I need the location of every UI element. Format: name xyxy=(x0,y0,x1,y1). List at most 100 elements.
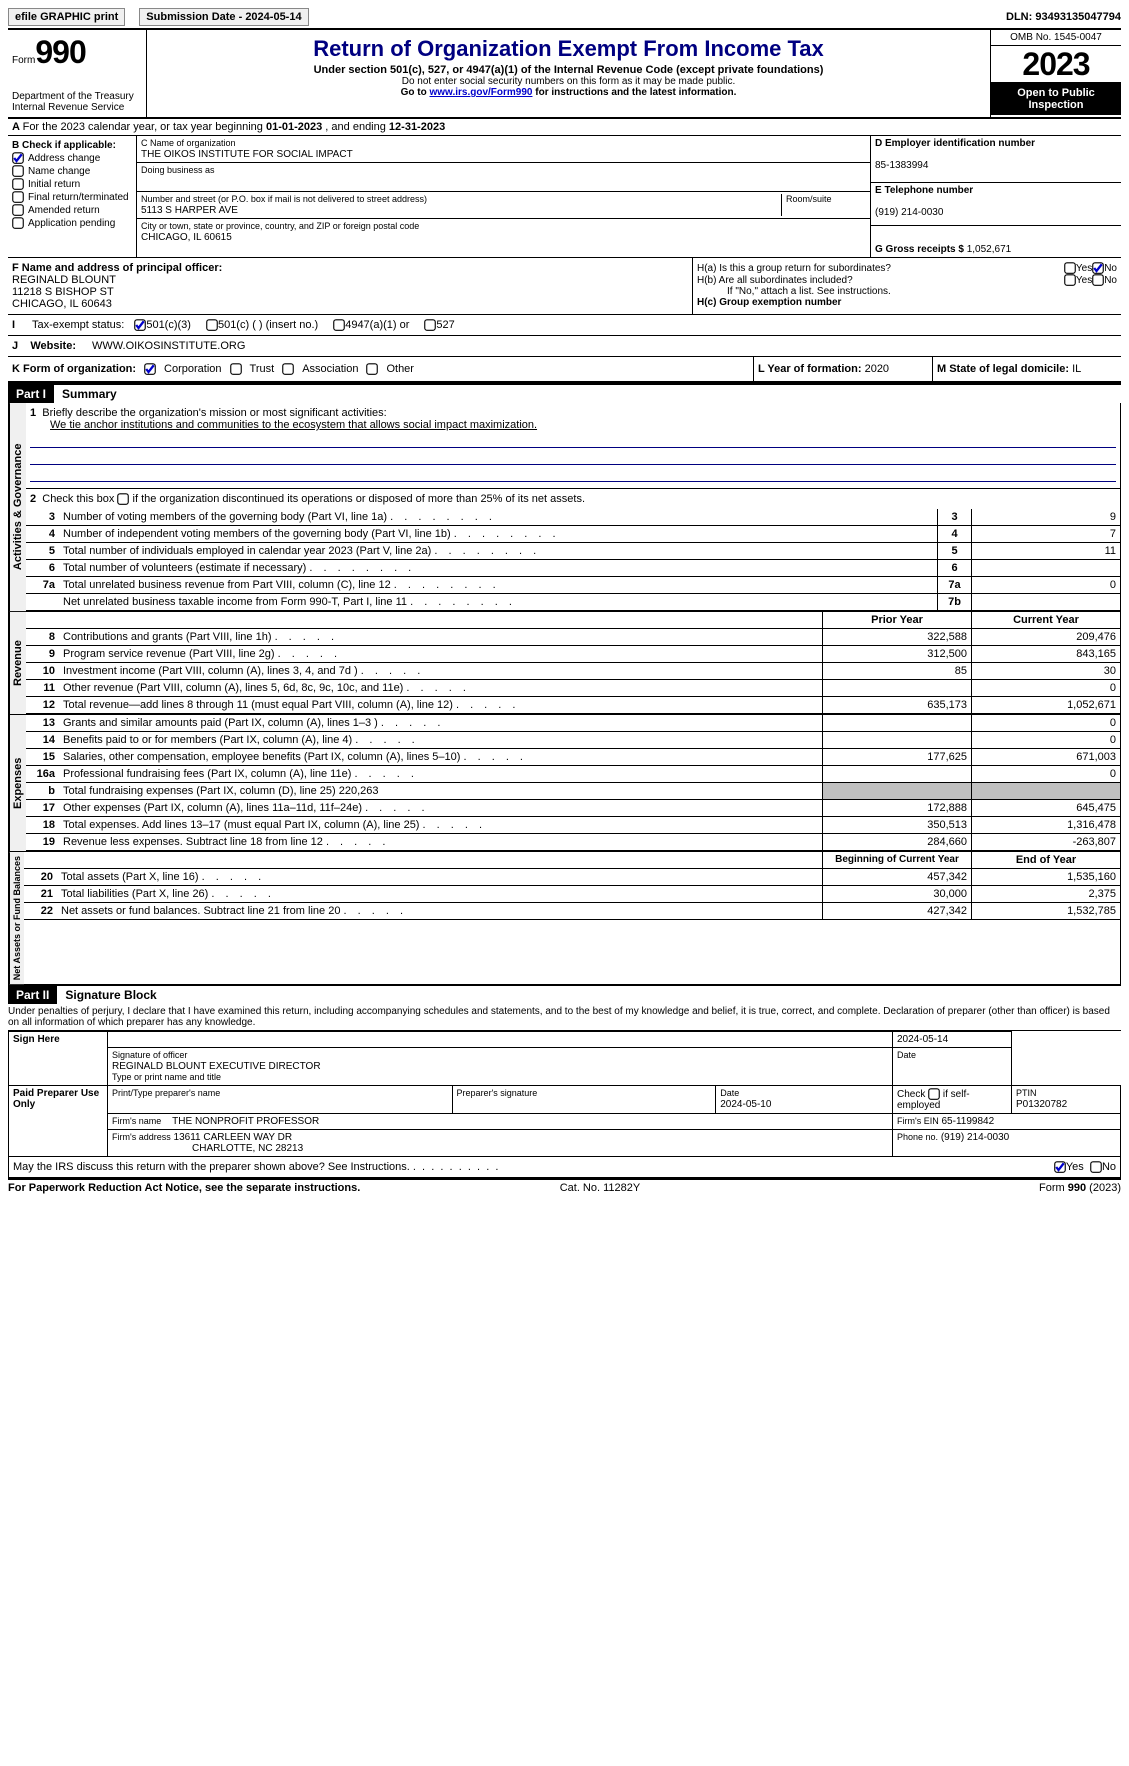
page-footer: For Paperwork Reduction Act Notice, see … xyxy=(8,1178,1121,1194)
sig-officer-label: Signature of officer xyxy=(112,1050,187,1060)
phone-label: E Telephone number xyxy=(875,185,973,196)
cat-no: Cat. No. 11282Y xyxy=(560,1182,641,1194)
subordinates-label: H(b) Are all subordinates included? xyxy=(697,275,1064,286)
firm-name: THE NONPROFIT PROFESSOR xyxy=(172,1116,319,1127)
hb-no-checkbox[interactable] xyxy=(1092,274,1104,286)
form-of-org: K Form of organization: Corporation Trus… xyxy=(8,357,753,381)
data-row: 17Other expenses (Part IX, column (A), l… xyxy=(26,800,1120,817)
discuss-row: May the IRS discuss this return with the… xyxy=(8,1157,1121,1178)
room-label: Room/suite xyxy=(786,194,832,204)
trust-checkbox[interactable] xyxy=(230,363,242,375)
data-row: 10Investment income (Part VIII, column (… xyxy=(26,663,1120,680)
part2-header: Part II Signature Block xyxy=(8,986,1121,1004)
city-state-zip: CHICAGO, IL 60615 xyxy=(141,232,232,243)
org-name: THE OIKOS INSTITUTE FOR SOCIAL IMPACT xyxy=(141,149,353,160)
gov-row: 5Total number of individuals employed in… xyxy=(26,543,1120,560)
gov-row: 6Total number of volunteers (estimate if… xyxy=(26,560,1120,577)
goto-post: for instructions and the latest informat… xyxy=(532,87,736,98)
discuss-yes-checkbox[interactable] xyxy=(1054,1161,1066,1173)
officer-addr2: CHICAGO, IL 60643 xyxy=(12,298,688,310)
firm-ein: 65-1199842 xyxy=(942,1116,995,1127)
501c3-checkbox[interactable] xyxy=(134,319,146,331)
check-applicable: B Check if applicable: Address changeNam… xyxy=(8,136,137,257)
prep-phone-label: Phone no. xyxy=(897,1132,938,1142)
expenses-table: 13Grants and similar amounts paid (Part … xyxy=(26,715,1120,851)
corp-checkbox[interactable] xyxy=(144,363,156,375)
check-name-change[interactable]: Name change xyxy=(12,165,132,177)
tax-exempt-row: I Tax-exempt status: 501(c)(3) 501(c) ( … xyxy=(8,315,1121,336)
phone: (919) 214-0030 xyxy=(875,207,943,218)
prep-date-label: Date xyxy=(720,1088,739,1098)
data-row: 8Contributions and grants (Part VIII, li… xyxy=(26,629,1120,646)
form-title: Return of Organization Exempt From Incom… xyxy=(155,36,982,62)
ha-yes-checkbox[interactable] xyxy=(1064,262,1076,274)
check-initial-return[interactable]: Initial return xyxy=(12,178,132,190)
prep-phone: (919) 214-0030 xyxy=(941,1132,1009,1143)
gov-row: Net unrelated business taxable income fr… xyxy=(26,594,1120,611)
officer-signature: REGINALD BLOUNT EXECUTIVE DIRECTOR xyxy=(112,1061,321,1072)
form990-link[interactable]: www.irs.gov/Form990 xyxy=(429,87,532,98)
gross-receipts-label: G Gross receipts $ xyxy=(875,244,964,255)
tax-exempt-label: Tax-exempt status: xyxy=(32,319,124,331)
org-name-label: C Name of organization xyxy=(141,138,236,148)
city-label: City or town, state or province, country… xyxy=(141,221,419,231)
vlabel-revenue: Revenue xyxy=(9,612,26,714)
goto-pre: Go to xyxy=(401,87,430,98)
data-row: 16aProfessional fundraising fees (Part I… xyxy=(26,766,1120,783)
vlabel-expenses: Expenses xyxy=(9,715,26,851)
4947-checkbox[interactable] xyxy=(333,319,345,331)
prep-sig-label: Preparer's signature xyxy=(457,1088,538,1098)
form-header: Form990 Department of the Treasury Inter… xyxy=(8,30,1121,119)
paid-preparer-label: Paid Preparer Use Only xyxy=(9,1086,108,1157)
part1-header: Part I Summary xyxy=(8,383,1121,403)
type-name-label: Type or print name and title xyxy=(112,1072,221,1082)
vlabel-netassets: Net Assets or Fund Balances xyxy=(9,852,24,984)
check-address-change[interactable]: Address change xyxy=(12,152,132,164)
group-exemption-label: H(c) Group exemption number xyxy=(697,297,1117,308)
data-row: 21Total liabilities (Part X, line 26) . … xyxy=(24,886,1120,903)
officer-group-block: F Name and address of principal officer:… xyxy=(8,258,1121,315)
hb-yes-checkbox[interactable] xyxy=(1064,274,1076,286)
revenue-table: Prior Year Current Year 8Contributions a… xyxy=(26,612,1120,714)
527-checkbox[interactable] xyxy=(424,319,436,331)
data-row: 22Net assets or fund balances. Subtract … xyxy=(24,903,1120,920)
prep-name-label: Print/Type preparer's name xyxy=(112,1088,220,1098)
self-employed: Check if self-employed xyxy=(897,1089,970,1111)
data-row: 15Salaries, other compensation, employee… xyxy=(26,749,1120,766)
check-application-pending[interactable]: Application pending xyxy=(12,217,132,229)
dept-treasury: Department of the Treasury Internal Reve… xyxy=(12,91,142,113)
gov-row: 3Number of voting members of the governi… xyxy=(26,509,1120,526)
officer-label: F Name and address of principal officer: xyxy=(12,262,688,274)
ein-label: D Employer identification number xyxy=(875,138,1035,149)
mission-label: Briefly describe the organization's miss… xyxy=(42,407,386,419)
street-address: 5113 S HARPER AVE xyxy=(141,205,238,216)
gross-receipts: 1,052,671 xyxy=(967,244,1012,255)
data-row: 9Program service revenue (Part VIII, lin… xyxy=(26,646,1120,663)
self-emp-checkbox[interactable] xyxy=(928,1088,940,1100)
omb-number: OMB No. 1545-0047 xyxy=(991,30,1121,46)
website: WWW.OIKOSINSTITUTE.ORG xyxy=(92,340,245,352)
ptin: P01320782 xyxy=(1016,1099,1067,1110)
ssn-note: Do not enter social security numbers on … xyxy=(155,76,982,87)
signature-block: Sign Here 2024-05-14 Signature of office… xyxy=(8,1031,1121,1157)
discontinued-checkbox[interactable] xyxy=(117,493,129,505)
group-return-label: H(a) Is this a group return for subordin… xyxy=(697,263,1064,274)
governance-table: 3Number of voting members of the governi… xyxy=(26,509,1120,611)
check-final-return-terminated[interactable]: Final return/terminated xyxy=(12,191,132,203)
efile-print-button[interactable]: efile GRAPHIC print xyxy=(8,8,125,26)
check-amended-return[interactable]: Amended return xyxy=(12,204,132,216)
ha-no-checkbox[interactable] xyxy=(1092,262,1104,274)
netassets-table: Beginning of Current Year End of Year 20… xyxy=(24,852,1120,920)
tax-year-range: A For the 2023 calendar year, or tax yea… xyxy=(8,119,1121,136)
officer-name: REGINALD BLOUNT xyxy=(12,274,688,286)
open-to-public: Open to Public Inspection xyxy=(991,83,1121,115)
discuss-no-checkbox[interactable] xyxy=(1090,1161,1102,1173)
other-checkbox[interactable] xyxy=(366,363,378,375)
assoc-checkbox[interactable] xyxy=(282,363,294,375)
website-row: J Website: WWW.OIKOSINSTITUTE.ORG xyxy=(8,336,1121,357)
data-row: 12Total revenue—add lines 8 through 11 (… xyxy=(26,697,1120,714)
officer-sign-date: 2024-05-14 xyxy=(893,1032,1012,1048)
entity-info-block: B Check if applicable: Address changeNam… xyxy=(8,136,1121,258)
501c-checkbox[interactable] xyxy=(206,319,218,331)
tax-year: 2023 xyxy=(991,46,1121,83)
